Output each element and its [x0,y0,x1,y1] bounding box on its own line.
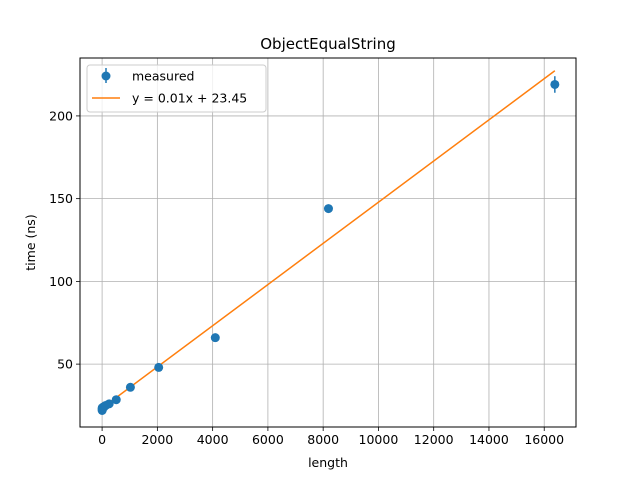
x-tick-label: 6000 [252,432,284,447]
x-tick-label: 12000 [414,432,454,447]
data-point [210,333,220,343]
data-point [323,204,333,214]
legend-label-measured: measured [132,69,194,84]
x-axis-label: length [308,455,348,470]
ticks: 0 2000 4000 6000 8000 10000 12000 14000 16000 50 1… [49,108,564,447]
x-tick-label: 10000 [359,432,399,447]
x-tick-label: 4000 [197,432,229,447]
axes-frame [79,57,577,428]
x-tick-label: 14000 [469,432,509,447]
plot-data [97,70,560,415]
x-tick-label: 16000 [524,432,564,447]
data-point [111,395,121,405]
x-tick-label: 8000 [307,432,339,447]
y-tick-label: 100 [49,274,73,289]
y-axis-label: time (ns) [23,214,38,270]
legend: measured y = 0.01x + 23.45 [86,64,267,113]
fit-line [101,70,556,409]
x-tick-label: 0 [98,432,106,447]
chart-title: ObjectEqualString [260,35,395,53]
legend-box [86,64,267,113]
data-point [125,382,135,392]
x-tick-label: 2000 [141,432,173,447]
legend-label-fit: y = 0.01x + 23.45 [132,91,247,106]
y-tick-label: 50 [57,357,73,372]
data-point [104,399,114,409]
data-point [154,362,164,372]
y-tick-label: 150 [49,191,73,206]
data-point [550,79,560,89]
y-tick-label: 200 [49,108,73,123]
legend-marker-measured [101,71,111,81]
